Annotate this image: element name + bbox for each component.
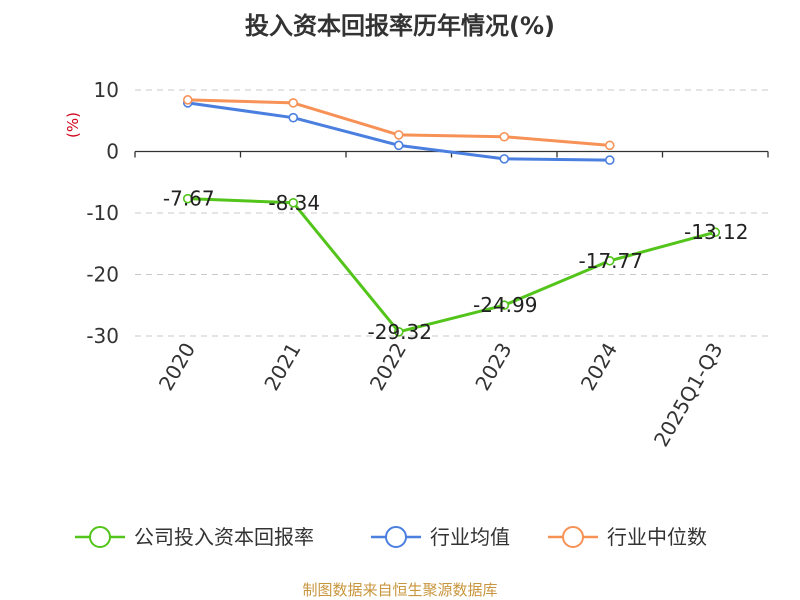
legend-marker (385, 526, 407, 548)
data-point (499, 131, 510, 142)
legend-label: 公司投入资本回报率 (134, 525, 314, 549)
gridlines (135, 89, 768, 337)
data-point (182, 193, 193, 204)
data-point (393, 130, 404, 140)
x-tick-label: 2020 (154, 339, 200, 395)
y-tick-label: 10 (94, 78, 119, 102)
source-note: 制图数据来自恒生聚源数据库 (302, 581, 497, 599)
data-label: -13.12 (684, 220, 748, 244)
x-tick-label: 2025Q1-Q3 (649, 339, 728, 451)
legend-label: 行业中位数 (607, 525, 707, 549)
x-tick-label: 2024 (576, 339, 622, 395)
data-point (393, 327, 404, 337)
data-label: -8.34 (268, 191, 320, 215)
legend-marker (562, 526, 584, 548)
x-tick-label: 2023 (470, 339, 516, 395)
y-tick-label: -20 (86, 263, 119, 287)
data-point (604, 140, 615, 151)
series-lines (182, 95, 721, 337)
x-tick-label: 2021 (259, 339, 305, 395)
data-point (288, 197, 299, 208)
x-tick-label: 2022 (365, 339, 411, 395)
data-point (393, 140, 404, 151)
data-label: -29.32 (368, 320, 432, 344)
y-tick-label: -30 (86, 324, 119, 348)
data-label: -17.77 (579, 249, 643, 273)
data-point (288, 98, 299, 108)
legend-label: 行业均值 (430, 525, 510, 549)
data-point (604, 155, 615, 165)
data-point (499, 300, 510, 310)
y-tick-label: 0 (106, 140, 119, 164)
data-point (499, 154, 510, 164)
x-axis-ticks: 2020 2021 2022 2023 2024 2025Q1-Q3 (154, 339, 728, 451)
data-labels: -7.67 -8.34 -29.32 -24.99 -17.77 -13.12 (163, 187, 749, 344)
data-label: -24.99 (473, 293, 537, 317)
legend: 公司投入资本回报率 行业均值 行业中位数 (75, 525, 707, 549)
chart-title: 投入资本回报率历年情况(%) (245, 12, 555, 40)
data-point (604, 255, 615, 266)
y-axis-unit-label: (%) (64, 112, 82, 138)
data-label: -7.67 (163, 187, 215, 211)
series-line (187, 197, 716, 334)
legend-marker (89, 526, 111, 548)
data-point (182, 95, 193, 105)
y-tick-label: -10 (86, 201, 119, 225)
y-axis-ticks: 10 0 -10 -20 -30 (86, 78, 119, 348)
data-point (710, 227, 721, 237)
data-point (288, 112, 299, 123)
